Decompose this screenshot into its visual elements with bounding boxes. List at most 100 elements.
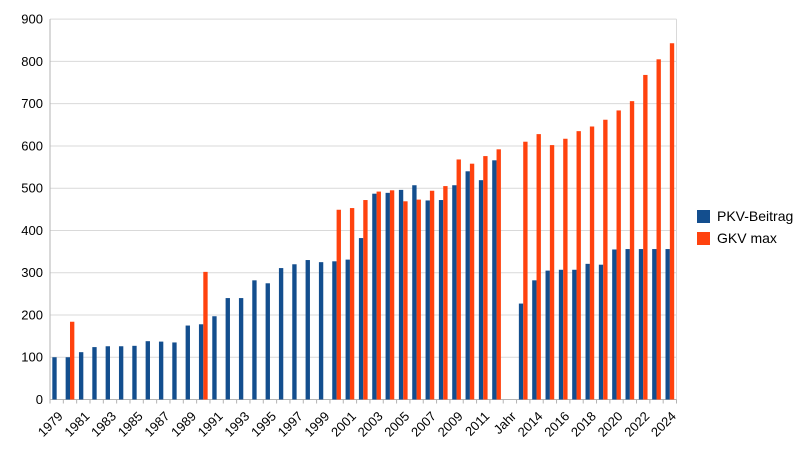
bar-pkv-2009 [452, 185, 457, 400]
bar-gkv-2019 [603, 119, 608, 400]
bar-pkv-2019 [598, 264, 604, 400]
bar-pkv-1997 [292, 264, 297, 400]
bar-pkv-1987 [158, 341, 164, 400]
bar-pkv-2008 [438, 200, 444, 400]
bar-gkv-2018 [589, 126, 595, 400]
bar-gkv-2017 [576, 131, 581, 400]
bar-pkv-2013 [518, 303, 524, 400]
legend-item-pkv: PKV-Beitrag [697, 205, 793, 227]
x-axis-label-2016: 2016 [541, 409, 572, 440]
bar-gkv-2003 [376, 191, 381, 400]
bar-pkv-2003 [372, 193, 377, 400]
bar-pkv-1998 [305, 260, 310, 400]
bar-gkv-2015 [549, 145, 555, 400]
x-axis-label-1983: 1983 [88, 409, 119, 440]
x-axis-label-2001: 2001 [328, 409, 359, 440]
bar-pkv-2015 [545, 270, 550, 400]
x-axis-label-2022: 2022 [621, 409, 652, 440]
x-axis-label-1985: 1985 [115, 409, 146, 440]
bar-pkv-1983 [105, 346, 110, 400]
y-axis-label-500: 500 [21, 181, 43, 196]
bar-pkv-1989 [185, 325, 190, 400]
bar-gkv-2005 [403, 201, 408, 400]
x-axis-label-2020: 2020 [595, 409, 626, 440]
bar-gkv-2010 [469, 163, 475, 400]
bar-pkv-1981 [78, 352, 84, 400]
legend-swatch-pkv-icon [697, 209, 710, 223]
x-axis-label-2018: 2018 [568, 409, 599, 440]
bar-gkv-1980 [69, 321, 75, 400]
bar-pkv-2021 [625, 249, 630, 400]
legend-label-gkv: GKV max [717, 230, 777, 246]
bar-pkv-1986 [145, 341, 150, 400]
x-axis-label-1991: 1991 [195, 409, 226, 440]
legend-label-pkv: PKV-Beitrag [717, 208, 794, 224]
bar-gkv-2006 [416, 199, 421, 400]
bar-gkv-2009 [456, 159, 461, 400]
x-axis-label-1993: 1993 [221, 409, 252, 440]
bar-gkv-2000 [336, 209, 341, 400]
x-axis-label-2014: 2014 [515, 409, 546, 440]
bar-gkv-1990 [203, 271, 208, 400]
y-axis-label-900: 900 [21, 12, 43, 27]
bar-pkv-1993 [238, 298, 244, 400]
bar-pkv-2022 [638, 249, 644, 400]
x-axis-label-2011: 2011 [462, 409, 492, 439]
bar-pkv-2024 [665, 249, 670, 400]
y-axis-label-300: 300 [21, 265, 43, 280]
bar-gkv-2004 [389, 190, 395, 400]
bar-gkv-2007 [429, 190, 435, 400]
bar-pkv-2002 [358, 238, 364, 400]
bar-pkv-1996 [278, 268, 284, 400]
bar-pkv-2020 [612, 249, 617, 400]
bar-pkv-1984 [118, 346, 124, 400]
bar-gkv-2023 [656, 59, 661, 400]
bar-pkv-2011 [478, 180, 484, 400]
bar-pkv-2014 [532, 280, 537, 400]
bar-gkv-2001 [349, 208, 355, 400]
bar-pkv-2012 [492, 160, 497, 400]
x-axis-label-Jahr: Jahr [491, 408, 520, 437]
y-axis-label-0: 0 [36, 392, 43, 407]
y-axis-label-100: 100 [21, 350, 43, 365]
x-axis-label-1987: 1987 [141, 409, 172, 440]
x-axis-label-2007: 2007 [408, 409, 439, 440]
bar-gkv-2002 [363, 200, 368, 400]
bar-gkv-2020 [616, 110, 621, 400]
bar-gkv-2014 [536, 134, 541, 400]
bar-pkv-1980 [65, 357, 70, 400]
bar-pkv-2005 [398, 189, 404, 400]
y-axis-label-200: 200 [21, 307, 43, 322]
y-axis-label-600: 600 [21, 138, 43, 153]
y-axis-label-800: 800 [21, 54, 43, 69]
bar-pkv-1994 [252, 280, 257, 400]
bar-gkv-2012 [496, 149, 501, 400]
bar-pkv-1991 [212, 316, 217, 400]
x-axis-label-1981: 1981 [61, 409, 92, 440]
bar-pkv-2004 [385, 192, 390, 400]
bar-pkv-1990 [198, 324, 204, 400]
bar-pkv-2010 [465, 171, 470, 400]
bar-gkv-2013 [523, 141, 528, 400]
x-axis-label-2003: 2003 [355, 409, 386, 440]
legend-swatch-gkv-icon [697, 231, 710, 245]
bar-pkv-2016 [558, 269, 564, 400]
x-axis-label-1997: 1997 [275, 409, 306, 440]
x-axis-label-1995: 1995 [248, 409, 279, 440]
bar-pkv-2000 [332, 261, 337, 400]
bar-pkv-2007 [425, 200, 430, 400]
y-axis-label-700: 700 [21, 96, 43, 111]
x-axis-label-1989: 1989 [168, 409, 199, 440]
bar-pkv-1992 [225, 298, 230, 400]
bar-pkv-2018 [585, 263, 590, 400]
bar-pkv-1988 [172, 342, 177, 400]
bar-gkv-2024 [669, 43, 675, 400]
x-axis-label-2009: 2009 [435, 409, 466, 440]
x-axis-label-1999: 1999 [301, 409, 332, 440]
bar-gkv-2011 [483, 156, 488, 400]
x-axis-label-1979: 1979 [35, 409, 66, 440]
bar-pkv-1995 [265, 283, 270, 400]
legend-item-gkv: GKV max [697, 227, 793, 249]
y-axis-label-400: 400 [21, 223, 43, 238]
